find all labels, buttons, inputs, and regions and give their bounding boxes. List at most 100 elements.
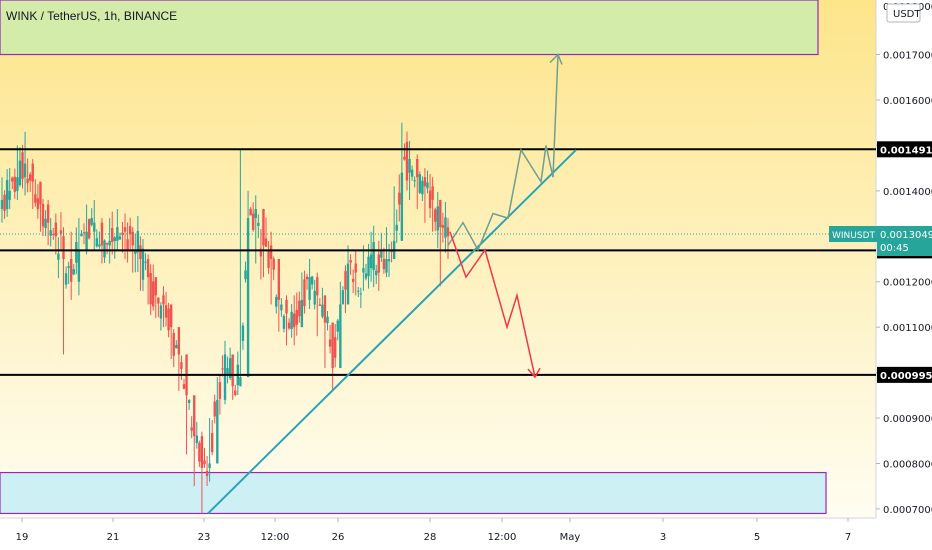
- candle-body: [64, 273, 68, 285]
- candle-body: [193, 395, 196, 437]
- candle-body: [72, 269, 75, 275]
- candle-body: [259, 248, 263, 257]
- candle-body: [80, 233, 83, 237]
- candle-body: [16, 177, 19, 191]
- candle-body: [113, 237, 116, 242]
- candle-body: [349, 260, 352, 263]
- candle-body: [351, 278, 355, 282]
- x-tick-label: 26: [332, 532, 345, 543]
- level-price-label: 0.0014914: [880, 145, 932, 156]
- candle-body: [410, 169, 414, 177]
- y-tick-label: 0.0009000: [883, 414, 932, 425]
- candle-body: [18, 160, 22, 186]
- candle-body: [339, 304, 342, 369]
- candle-body: [277, 259, 281, 300]
- candle-body: [39, 181, 42, 205]
- candle-body: [231, 354, 234, 387]
- x-ticks-layer: 19 21 23 12:00 26 28 12:00 May 3 5 7: [16, 518, 851, 543]
- y-tick-label: 0.0017000: [883, 51, 932, 62]
- candle-body: [87, 219, 91, 239]
- candle-body: [354, 263, 357, 273]
- candle-body: [441, 225, 445, 228]
- currency-unit-button[interactable]: USDT: [886, 3, 921, 23]
- candle-body: [316, 277, 319, 296]
- candle-body: [421, 180, 424, 195]
- candle-body: [300, 299, 304, 328]
- candle-body: [280, 304, 283, 311]
- level-price-label: 0.0009950: [880, 371, 932, 382]
- candle-body: [159, 305, 163, 319]
- bullish-projection-path: [447, 54, 559, 252]
- candle-body: [431, 186, 434, 200]
- candle-body: [390, 251, 393, 253]
- candle-body: [123, 227, 127, 232]
- candle-body: [203, 460, 206, 465]
- bullish-arrowhead: [549, 53, 563, 65]
- candle-body: [98, 244, 101, 247]
- candle-body: [403, 156, 406, 160]
- level-price-tag: [877, 366, 932, 383]
- candle-body: [336, 320, 339, 332]
- candle-body: [57, 253, 60, 260]
- currency-unit-label[interactable]: USDT: [893, 9, 921, 20]
- candle-body: [164, 305, 168, 318]
- x-tick-label: 12:00: [488, 532, 517, 543]
- candle-body: [380, 250, 383, 258]
- candle-body: [190, 427, 193, 431]
- candle-body: [167, 308, 170, 331]
- candle-body: [272, 258, 275, 270]
- candle-body: [49, 230, 52, 236]
- demand-zone: [0, 471, 827, 515]
- candle-body: [146, 259, 150, 278]
- candle-body: [121, 232, 124, 236]
- candle-body: [264, 238, 268, 247]
- y-tick-label: 0.0007000: [883, 505, 932, 516]
- candle-body: [131, 231, 134, 246]
- candle-body: [385, 259, 388, 273]
- candle-body: [372, 241, 375, 271]
- currency-unit-button-frame[interactable]: [886, 3, 921, 23]
- candle-body: [423, 177, 427, 187]
- candle-body: [251, 213, 255, 230]
- candle-body: [382, 258, 386, 270]
- candle-body: [328, 339, 332, 347]
- candle-body: [357, 290, 360, 292]
- candle-body: [26, 178, 29, 184]
- candle-body: [305, 276, 309, 280]
- candle-body: [344, 271, 347, 290]
- live-price-value: 0.0013049: [880, 230, 932, 241]
- live-countdown: 00:45: [880, 243, 909, 254]
- candle-body: [195, 435, 199, 444]
- candle-body: [346, 263, 350, 305]
- candle-body: [152, 281, 155, 307]
- candle-body: [216, 399, 219, 464]
- candle-body: [154, 277, 157, 296]
- x-tick-label: 21: [107, 532, 120, 543]
- candle-body: [141, 248, 145, 280]
- supply-zone: [0, 0, 819, 56]
- candle-body: [321, 304, 324, 317]
- live-ticker-box: [829, 226, 877, 242]
- candle-body: [331, 322, 334, 369]
- candle-body: [54, 222, 58, 237]
- candle-body: [318, 304, 322, 306]
- candle-body: [246, 218, 250, 378]
- candle-body: [90, 217, 93, 225]
- candle-body: [41, 203, 45, 227]
- live-price-tag: WINUSDT 0.0013049 00:45: [829, 226, 932, 256]
- candle-body: [126, 239, 129, 251]
- candle-body: [0, 199, 4, 210]
- candle-body: [310, 276, 314, 285]
- candle-body: [293, 313, 296, 328]
- price-axis-background: [876, 0, 932, 518]
- x-tick-label: 5: [754, 532, 760, 543]
- candle-body: [308, 277, 311, 300]
- candle-body: [77, 249, 81, 282]
- candle-body: [405, 141, 409, 181]
- candle-body: [200, 436, 204, 469]
- candle-body: [267, 250, 270, 269]
- live-price-box: [877, 226, 932, 256]
- candle-body: [400, 172, 404, 241]
